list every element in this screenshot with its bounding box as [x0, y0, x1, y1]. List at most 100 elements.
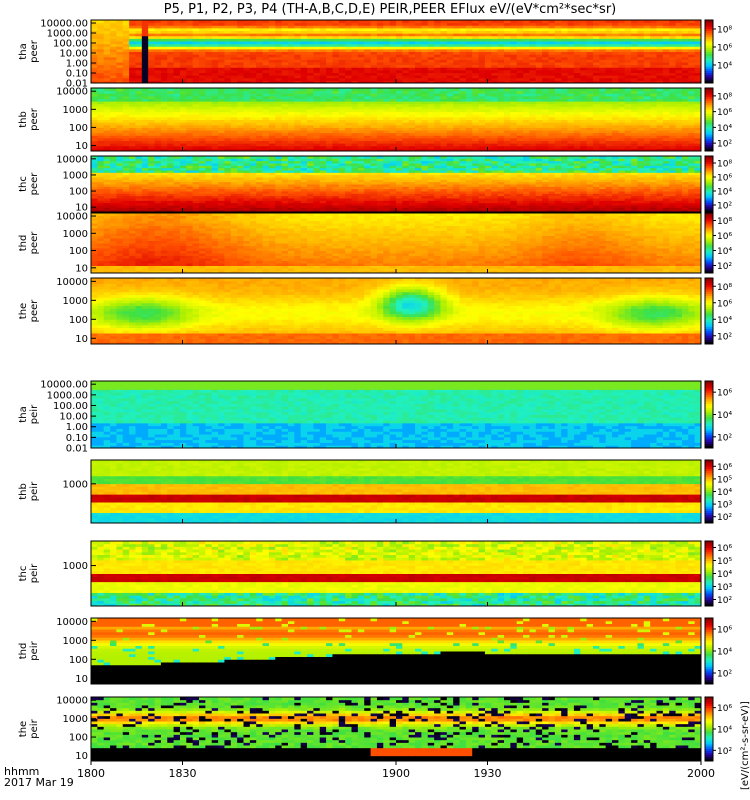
heat-cell — [141, 59, 149, 63]
heat-cell — [497, 62, 505, 66]
heat-cell — [440, 20, 448, 24]
heat-cell — [338, 51, 346, 55]
heat-cell — [370, 106, 378, 110]
heat-cell — [313, 80, 321, 84]
heat-cell — [472, 90, 480, 94]
heat-cell — [675, 80, 683, 84]
heat-cell — [561, 140, 569, 144]
heat-cell — [504, 67, 511, 71]
heat-cell — [256, 95, 264, 100]
heat-cell — [351, 43, 359, 47]
heat-cell — [637, 72, 645, 76]
heat-cell — [103, 41, 111, 45]
heat-cell — [504, 75, 511, 79]
heat-cell — [186, 106, 194, 110]
heat-cell — [478, 116, 486, 121]
heat-cell — [554, 124, 562, 128]
heat-cell — [249, 148, 257, 152]
y-tick-label: 100.00 — [53, 39, 88, 50]
heat-cell — [154, 130, 162, 134]
heat-cell — [376, 90, 384, 94]
heat-cell — [516, 46, 524, 50]
heat-cell — [364, 80, 372, 84]
heat-cell — [688, 54, 696, 58]
heat-cell — [510, 41, 518, 45]
heat-cell — [173, 116, 181, 121]
heat-cell — [256, 20, 264, 24]
heat-cell — [631, 46, 638, 50]
heat-cell — [287, 95, 295, 100]
heat-cell — [243, 20, 251, 24]
heat-cell — [205, 30, 213, 34]
heat-cell — [141, 67, 149, 71]
heat-cell — [478, 122, 486, 126]
heat-cell — [523, 25, 530, 29]
heat-cell — [434, 122, 441, 126]
colorbar-segment — [705, 57, 713, 61]
heat-cell — [643, 62, 651, 66]
heat-cell — [160, 64, 168, 68]
heat-cell — [154, 103, 162, 107]
heat-cell — [567, 77, 575, 81]
heat-cell — [650, 69, 658, 74]
heat-cell — [249, 122, 257, 126]
heat-cell — [561, 116, 569, 121]
heat-cell — [504, 22, 511, 26]
heat-cell — [319, 106, 327, 110]
heat-cell — [199, 135, 206, 139]
heat-cell — [650, 25, 658, 29]
heat-cell — [249, 35, 257, 39]
heat-cell — [199, 51, 206, 55]
heat-cell — [179, 56, 187, 60]
heat-cell — [580, 64, 588, 68]
heat-cell — [262, 111, 270, 115]
heat-cell — [129, 22, 136, 26]
heat-cell — [561, 109, 569, 113]
heat-cell — [135, 54, 143, 58]
heat-cell — [281, 90, 289, 94]
y-tick-label: 10000.00 — [40, 19, 88, 30]
heat-cell — [376, 145, 384, 149]
heat-cell — [364, 95, 372, 100]
heat-cell — [542, 59, 549, 63]
heat-cell — [669, 48, 677, 53]
heat-cell — [561, 127, 569, 131]
heat-cell — [237, 109, 244, 113]
heat-cell — [396, 59, 403, 63]
heat-cell — [110, 106, 117, 110]
heat-cell — [319, 101, 327, 105]
heat-cell — [472, 56, 480, 60]
heat-cell — [510, 124, 518, 128]
heat-cell — [275, 30, 283, 34]
heat-cell — [103, 132, 111, 136]
heat-cell — [237, 69, 244, 74]
heat-cell — [465, 143, 473, 147]
heat-cell — [370, 124, 378, 128]
heat-cell — [364, 109, 372, 113]
heat-cell — [300, 62, 308, 66]
heat-cell — [249, 124, 257, 128]
heat-cell — [599, 109, 607, 113]
heat-cell — [205, 127, 213, 131]
heat-cell — [313, 64, 321, 68]
heat-cell — [91, 130, 98, 134]
heat-cell — [237, 27, 244, 32]
heat-cell — [256, 137, 264, 142]
heat-cell — [129, 38, 136, 42]
heat-cell — [230, 20, 238, 24]
heat-cell — [497, 67, 505, 71]
heat-cell — [523, 93, 530, 97]
heat-cell — [179, 88, 187, 92]
heat-cell — [472, 145, 480, 149]
heat-cell — [256, 116, 264, 121]
heat-cell — [567, 33, 575, 37]
heat-cell — [313, 69, 321, 74]
heat-cell — [535, 27, 543, 32]
heat-cell — [421, 90, 429, 94]
heat-cell — [402, 103, 410, 107]
heat-cell — [586, 62, 594, 66]
heat-cell — [415, 135, 422, 139]
heat-cell — [326, 54, 333, 58]
heat-cell — [218, 30, 225, 34]
heat-cell — [402, 80, 410, 84]
